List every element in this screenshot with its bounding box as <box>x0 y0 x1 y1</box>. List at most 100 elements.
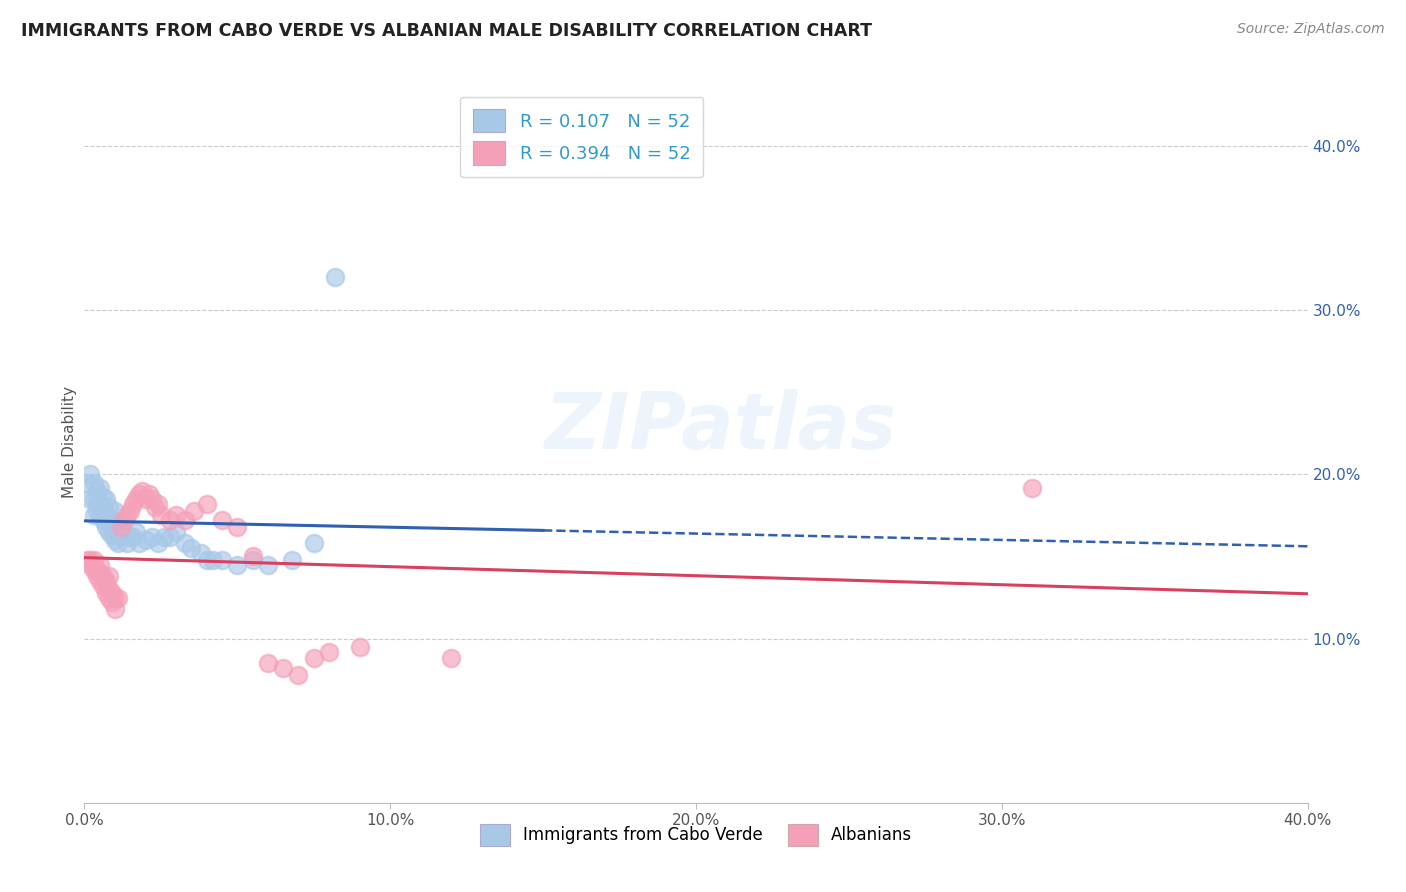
Point <box>115 508 138 523</box>
Point <box>86 497 108 511</box>
Point <box>107 536 129 550</box>
Point <box>104 503 127 517</box>
Point <box>287 667 309 681</box>
Point <box>165 524 187 539</box>
Point <box>79 553 101 567</box>
Point <box>94 585 117 599</box>
Point <box>195 497 218 511</box>
Point <box>201 553 224 567</box>
Point <box>149 508 172 523</box>
Point <box>91 491 114 505</box>
Point <box>165 508 187 523</box>
Point <box>97 569 120 583</box>
Point <box>86 569 108 583</box>
Text: IMMIGRANTS FROM CABO VERDE VS ALBANIAN MALE DISABILITY CORRELATION CHART: IMMIGRANTS FROM CABO VERDE VS ALBANIAN M… <box>21 22 872 40</box>
Y-axis label: Male Disability: Male Disability <box>62 385 77 498</box>
Point <box>349 640 371 654</box>
Point <box>120 503 142 517</box>
Point <box>242 549 264 564</box>
Point <box>83 563 105 577</box>
Point <box>281 553 304 567</box>
Point <box>135 491 157 506</box>
Point <box>79 491 101 506</box>
Point <box>141 530 163 544</box>
Point <box>128 487 150 501</box>
Point <box>91 503 114 517</box>
Legend: Immigrants from Cabo Verde, Albanians: Immigrants from Cabo Verde, Albanians <box>472 818 920 852</box>
Point <box>257 558 280 572</box>
Point <box>146 497 169 511</box>
Point <box>97 582 120 597</box>
Point <box>440 651 463 665</box>
Point <box>97 591 120 605</box>
Point <box>226 520 249 534</box>
Point <box>76 475 98 490</box>
Point <box>128 536 150 550</box>
Point <box>94 491 117 506</box>
Point <box>97 524 120 539</box>
Point <box>94 520 117 534</box>
Point <box>94 508 117 523</box>
Point <box>125 491 148 506</box>
Text: ZIPatlas: ZIPatlas <box>544 389 897 465</box>
Point <box>135 533 157 547</box>
Point <box>153 530 176 544</box>
Point <box>183 503 205 517</box>
Point <box>120 530 142 544</box>
Point <box>89 481 111 495</box>
Point <box>91 569 114 583</box>
Point <box>91 579 114 593</box>
Point <box>89 497 111 511</box>
Point <box>83 475 105 490</box>
Point <box>141 491 163 506</box>
Point <box>180 541 202 556</box>
Point <box>89 566 111 580</box>
Point <box>107 591 129 605</box>
Point <box>86 503 108 517</box>
Point <box>83 491 105 506</box>
Point <box>104 533 127 547</box>
Point <box>143 500 166 515</box>
Point <box>271 661 294 675</box>
Point <box>257 657 280 671</box>
Point <box>115 536 138 550</box>
Point <box>211 553 233 567</box>
Point <box>79 558 101 572</box>
Point <box>131 483 153 498</box>
Point <box>89 558 111 572</box>
Point <box>101 595 124 609</box>
Point <box>195 553 218 567</box>
Point <box>174 513 197 527</box>
Point <box>125 524 148 539</box>
Point <box>94 574 117 588</box>
Point <box>138 487 160 501</box>
Point <box>112 524 135 539</box>
Point <box>104 591 127 605</box>
Point <box>122 530 145 544</box>
Point <box>101 585 124 599</box>
Point <box>323 270 346 285</box>
Point <box>110 530 132 544</box>
Point <box>97 500 120 515</box>
Point <box>91 513 114 527</box>
Point <box>86 563 108 577</box>
Point <box>318 645 340 659</box>
Point <box>302 536 325 550</box>
Point <box>146 536 169 550</box>
Point <box>190 546 212 560</box>
Point <box>97 513 120 527</box>
Point <box>101 528 124 542</box>
Point <box>112 513 135 527</box>
Point <box>76 553 98 567</box>
Point <box>104 520 127 534</box>
Point <box>302 651 325 665</box>
Point <box>89 508 111 523</box>
Point <box>110 520 132 534</box>
Point <box>226 558 249 572</box>
Point <box>104 602 127 616</box>
Point <box>86 483 108 498</box>
Point <box>242 553 264 567</box>
Text: Source: ZipAtlas.com: Source: ZipAtlas.com <box>1237 22 1385 37</box>
Point <box>83 553 105 567</box>
Point <box>1021 481 1043 495</box>
